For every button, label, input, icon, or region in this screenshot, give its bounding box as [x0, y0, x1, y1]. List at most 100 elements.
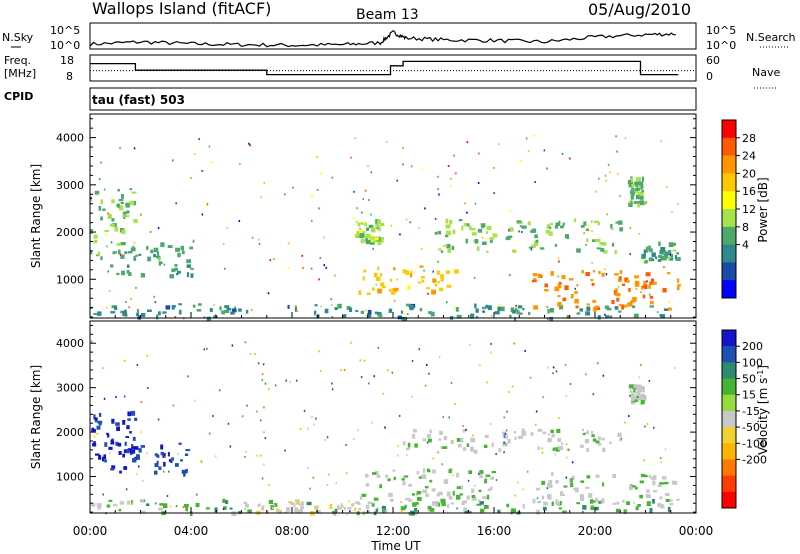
heatmap-cell: [558, 304, 564, 310]
heatmap-cell: [415, 502, 419, 505]
heatmap-cell: [624, 304, 627, 308]
heatmap-cell: [103, 454, 107, 460]
heatmap-cell: [362, 231, 366, 233]
heatmap-cell: [211, 161, 214, 164]
heatmap-cell: [94, 417, 98, 421]
heatmap-cell: [128, 272, 132, 276]
heatmap-cell: [597, 436, 601, 441]
heatmap-cell: [630, 187, 635, 191]
heatmap-cell: [366, 292, 371, 295]
heatmap-cell: [178, 303, 182, 306]
heatmap-cell: [585, 243, 587, 246]
heatmap-cell: [564, 363, 567, 366]
heatmap-cell: [94, 190, 100, 195]
heatmap-cell: [329, 503, 333, 509]
heatmap-cell: [111, 418, 115, 424]
heatmap-cell: [639, 494, 643, 499]
heatmap-cell: [543, 501, 548, 506]
heatmap-cell: [160, 242, 165, 248]
heatmap-cell: [466, 443, 469, 447]
heatmap-cell: [397, 445, 399, 448]
heatmap-cell: [360, 496, 363, 500]
heatmap-cell: [486, 494, 490, 500]
heatmap-cell: [213, 303, 215, 306]
heatmap-cell: [287, 304, 290, 309]
heatmap-cell: [585, 228, 589, 231]
heatmap-cell: [452, 441, 454, 444]
heatmap-cell: [125, 301, 127, 303]
heatmap-cell: [168, 470, 170, 473]
heatmap-cell: [482, 496, 487, 499]
heatmap-cell: [667, 506, 671, 512]
heatmap-cell: [517, 481, 519, 484]
heatmap-cell: [633, 389, 636, 393]
heatmap-cell: [208, 432, 211, 435]
heatmap-cell: [294, 507, 299, 513]
heatmap-cell: [196, 309, 202, 312]
heatmap-cell: [534, 241, 539, 246]
heatmap-cell: [380, 237, 384, 241]
heatmap-cell: [175, 273, 179, 276]
heatmap-cell: [510, 508, 515, 513]
heatmap-cell: [612, 502, 617, 505]
heatmap-cell: [602, 374, 605, 377]
heatmap-cell: [184, 453, 189, 456]
heatmap-cell: [611, 300, 615, 305]
heatmap-cell: [625, 280, 630, 283]
heatmap-cell: [545, 229, 550, 234]
heatmap-cell: [644, 474, 648, 478]
heatmap-cell: [243, 501, 248, 504]
heatmap-cell: [147, 309, 152, 312]
heatmap-cell: [443, 479, 448, 484]
heatmap-cell: [342, 314, 347, 318]
heatmap-cell: [630, 190, 635, 195]
colorbar-segment: [722, 378, 736, 396]
heatmap-cell: [677, 284, 681, 287]
heatmap-cell: [471, 232, 477, 236]
heatmap-cell: [446, 503, 450, 508]
heatmap-cell: [594, 305, 599, 309]
heatmap-cell: [485, 250, 489, 253]
heatmap-cell: [437, 260, 439, 263]
heatmap-cell: [135, 472, 138, 475]
heatmap-cell: [190, 177, 192, 179]
heatmap-cell: [542, 506, 547, 511]
heatmap-cell: [508, 229, 510, 232]
heatmap-cell: [614, 250, 617, 255]
heatmap-cell: [581, 224, 585, 228]
heatmap-cell: [426, 287, 430, 290]
heatmap-cell: [377, 346, 380, 349]
heatmap-cell: [448, 416, 450, 419]
heatmap-cell: [351, 503, 354, 507]
heatmap-cell: [530, 432, 534, 436]
heatmap-cell: [541, 495, 544, 500]
heatmap-cell: [544, 289, 549, 292]
heatmap-cell: [423, 468, 426, 474]
heatmap-cell: [604, 305, 609, 310]
heatmap-cell: [438, 438, 442, 441]
heatmap-cell: [116, 204, 118, 207]
heatmap-cell: [419, 265, 424, 268]
heatmap-cell: [267, 292, 270, 295]
heatmap-cell: [439, 430, 443, 436]
heatmap-cell: [479, 364, 481, 367]
heatmap-cell: [550, 429, 554, 433]
heatmap-cell: [573, 488, 578, 491]
heatmap-cell: [617, 285, 620, 288]
heatmap-cell: [174, 305, 176, 308]
heatmap-cell: [642, 201, 646, 206]
freq-tick-bottom: 8: [66, 70, 73, 83]
heatmap-cell: [377, 219, 382, 224]
heatmap-cell: [193, 399, 196, 402]
heatmap-cell: [446, 243, 451, 249]
heatmap-cell: [249, 353, 252, 355]
heatmap-cell: [110, 468, 115, 471]
heatmap-cell: [367, 501, 373, 505]
heatmap-cell: [254, 352, 256, 355]
heatmap-cell: [146, 503, 150, 507]
heatmap-cell: [591, 220, 593, 223]
heatmap-cell: [158, 261, 161, 266]
heatmap-cell: [365, 473, 369, 478]
heatmap-cell: [299, 428, 302, 431]
heatmap-cell: [549, 222, 553, 226]
